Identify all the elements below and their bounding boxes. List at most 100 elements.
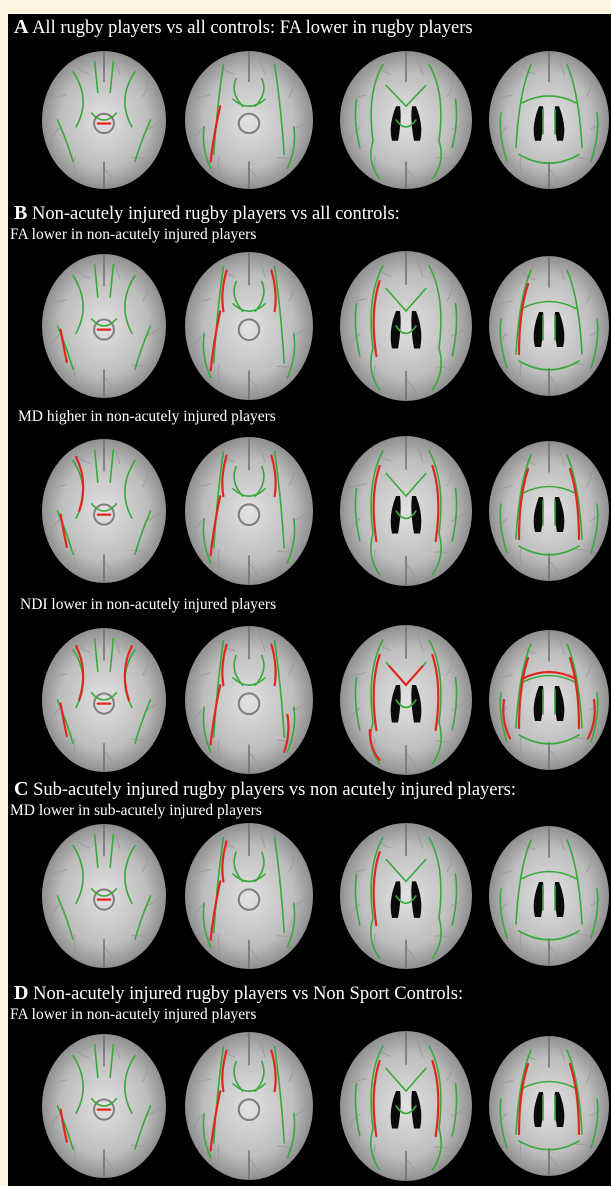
significant-tracts xyxy=(59,455,112,549)
panel-d-fa-label: FA lower in non-acutely injured players xyxy=(10,1006,257,1023)
brain-outline xyxy=(340,1031,472,1181)
brain-slice-1 xyxy=(42,628,166,772)
skeleton xyxy=(56,638,152,744)
brain-slice-1 xyxy=(42,254,166,398)
skeleton xyxy=(202,640,296,753)
panel-d-letter: D xyxy=(14,982,29,1004)
significant-tracts xyxy=(372,279,381,358)
brain-slice-3 xyxy=(340,436,472,586)
brain-outline xyxy=(340,51,472,189)
panel-c-heading: C Sub-acutely injured rugby players vs n… xyxy=(14,778,516,801)
skeleton xyxy=(354,265,458,391)
brain-slice-3 xyxy=(340,251,472,401)
panel-c-letter: C xyxy=(14,778,29,800)
skeleton xyxy=(354,450,458,576)
brain-slice-1 xyxy=(42,1034,166,1178)
panel-d-heading: D Non-acutely injured rugby players vs N… xyxy=(14,982,463,1005)
brain-slice-4 xyxy=(489,256,609,396)
skeleton xyxy=(499,269,599,371)
panel-b-fa-label: FA lower in non-acutely injured players xyxy=(10,226,257,243)
skeleton xyxy=(56,834,152,940)
skeleton xyxy=(56,1044,152,1150)
brain-slice-4 xyxy=(489,441,609,581)
skeleton xyxy=(499,454,599,556)
brain-outline xyxy=(185,252,313,400)
figure-panel: A All rugby players vs all controls: FA … xyxy=(8,14,611,1186)
panel-b-heading: B Non-acutely injured rugby players vs a… xyxy=(14,202,400,225)
panel-c-title: Sub-acutely injured rugby players vs non… xyxy=(33,780,517,800)
skeleton xyxy=(354,64,458,180)
brain-outline xyxy=(340,436,472,586)
brain-outline xyxy=(185,437,313,585)
significant-tracts xyxy=(502,656,596,740)
brain-slice-4 xyxy=(489,826,609,966)
brain-slice-2 xyxy=(185,51,313,189)
brain-outline xyxy=(340,625,472,775)
skeleton xyxy=(56,264,152,370)
skeleton xyxy=(202,451,296,564)
brain-outline xyxy=(340,823,472,969)
brain-slice-2 xyxy=(185,626,313,774)
skeleton xyxy=(202,836,296,948)
brain-slice-1 xyxy=(42,51,166,189)
skeleton xyxy=(56,60,152,163)
skeleton xyxy=(499,64,599,164)
brain-slice-3 xyxy=(340,823,472,969)
panel-a-title: All rugby players vs all controls: FA lo… xyxy=(32,18,473,38)
panel-c-md-label: MD lower in sub-acutely injured players xyxy=(10,802,262,819)
skeleton xyxy=(499,839,599,941)
skeleton xyxy=(354,1045,458,1171)
skeleton xyxy=(499,1049,599,1151)
significant-tracts xyxy=(59,1108,112,1144)
brain-slice-4 xyxy=(489,51,609,189)
panel-a-heading: A All rugby players vs all controls: FA … xyxy=(14,16,473,39)
skeleton xyxy=(354,836,458,959)
brain-slice-4 xyxy=(489,1036,609,1176)
panel-b-letter: B xyxy=(14,202,28,224)
brain-outline xyxy=(340,251,472,401)
brain-slice-1 xyxy=(42,824,166,968)
panel-d-title: Non-acutely injured rugby players vs Non… xyxy=(33,984,464,1004)
brain-slice-3 xyxy=(340,1031,472,1181)
significant-tracts xyxy=(209,1049,277,1152)
significant-tracts xyxy=(368,653,440,762)
brain-slice-2 xyxy=(185,823,313,969)
significant-tracts xyxy=(372,464,440,543)
panel-a-letter: A xyxy=(14,16,29,38)
significant-tracts xyxy=(209,105,222,163)
skeleton xyxy=(56,449,152,555)
brain-slice-2 xyxy=(185,437,313,585)
skeleton xyxy=(202,64,296,170)
significant-tracts xyxy=(209,840,228,941)
brain-slice-2 xyxy=(185,1032,313,1180)
brain-slice-4 xyxy=(489,630,609,770)
significant-tracts xyxy=(517,282,530,356)
skeleton xyxy=(499,643,599,745)
brain-row-b-ndi xyxy=(8,620,611,780)
brain-slice-3 xyxy=(340,51,472,189)
panel-b-md-label: MD higher in non-acutely injured players xyxy=(18,408,276,425)
skeleton xyxy=(202,1046,296,1159)
brain-outline xyxy=(185,626,313,774)
brain-row-b-fa xyxy=(8,248,611,404)
panel-b-title: Non-acutely injured rugby players vs all… xyxy=(31,204,400,224)
brain-slice-2 xyxy=(185,252,313,400)
skeleton xyxy=(202,266,296,379)
significant-tracts xyxy=(517,1062,581,1136)
brain-row-a xyxy=(8,48,611,192)
brain-slice-1 xyxy=(42,439,166,583)
brain-row-b-md xyxy=(8,432,611,590)
brain-outline xyxy=(185,823,313,969)
brain-row-d xyxy=(8,1026,611,1186)
brain-slice-3 xyxy=(340,625,472,775)
significant-tracts xyxy=(372,851,381,927)
brain-outline xyxy=(185,51,313,189)
significant-tracts xyxy=(517,467,581,541)
panel-b-ndi-label: NDI lower in non-acutely injured players xyxy=(20,596,277,613)
significant-tracts xyxy=(209,454,277,557)
significant-tracts xyxy=(372,1059,440,1138)
significant-tracts xyxy=(209,643,290,753)
brain-outline xyxy=(185,1032,313,1180)
brain-row-c xyxy=(8,820,611,972)
significant-tracts xyxy=(59,328,112,364)
